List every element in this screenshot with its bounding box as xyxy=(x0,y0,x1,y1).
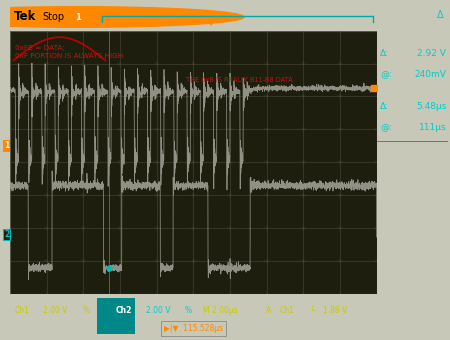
Text: └: └ xyxy=(310,306,315,315)
Text: %: % xyxy=(185,306,192,315)
Text: THE 0xB IS REALLY B11-B8 DATA: THE 0xB IS REALLY B11-B8 DATA xyxy=(186,77,292,83)
Text: @:: @: xyxy=(380,123,392,132)
Text: Δ: Δ xyxy=(437,10,443,20)
Text: ▶|▼  115.528μs: ▶|▼ 115.528μs xyxy=(164,324,223,333)
Text: @:: @: xyxy=(380,70,392,79)
Text: Δ:: Δ: xyxy=(380,49,389,58)
Text: 1: 1 xyxy=(75,13,81,21)
Text: 0xFB = DATA;
0xF PORTION IS ALWAYS HIGH: 0xFB = DATA; 0xF PORTION IS ALWAYS HIGH xyxy=(15,46,124,59)
Text: 111μs: 111μs xyxy=(418,123,446,132)
Bar xyxy=(98,298,135,334)
Text: Tek: Tek xyxy=(14,11,36,23)
Text: Ch2: Ch2 xyxy=(116,306,132,315)
Text: 240mV: 240mV xyxy=(414,70,446,79)
Text: Stop: Stop xyxy=(43,12,65,22)
Text: Δ:: Δ: xyxy=(380,102,389,111)
Text: 2.00 V: 2.00 V xyxy=(146,306,170,315)
Text: 2.00 V: 2.00 V xyxy=(43,306,67,315)
Text: M 2.00μs: M 2.00μs xyxy=(202,306,237,315)
Text: Ch1: Ch1 xyxy=(279,306,294,315)
Text: 1.88 V: 1.88 V xyxy=(323,306,347,315)
Text: 1: 1 xyxy=(4,141,9,150)
Text: Ch1: Ch1 xyxy=(14,306,29,315)
Text: %: % xyxy=(82,306,89,315)
Text: A: A xyxy=(266,306,271,315)
Text: 2.92 V: 2.92 V xyxy=(418,49,446,58)
Text: 5.48μs: 5.48μs xyxy=(416,102,446,111)
Circle shape xyxy=(0,7,244,27)
Text: 2: 2 xyxy=(4,230,9,239)
